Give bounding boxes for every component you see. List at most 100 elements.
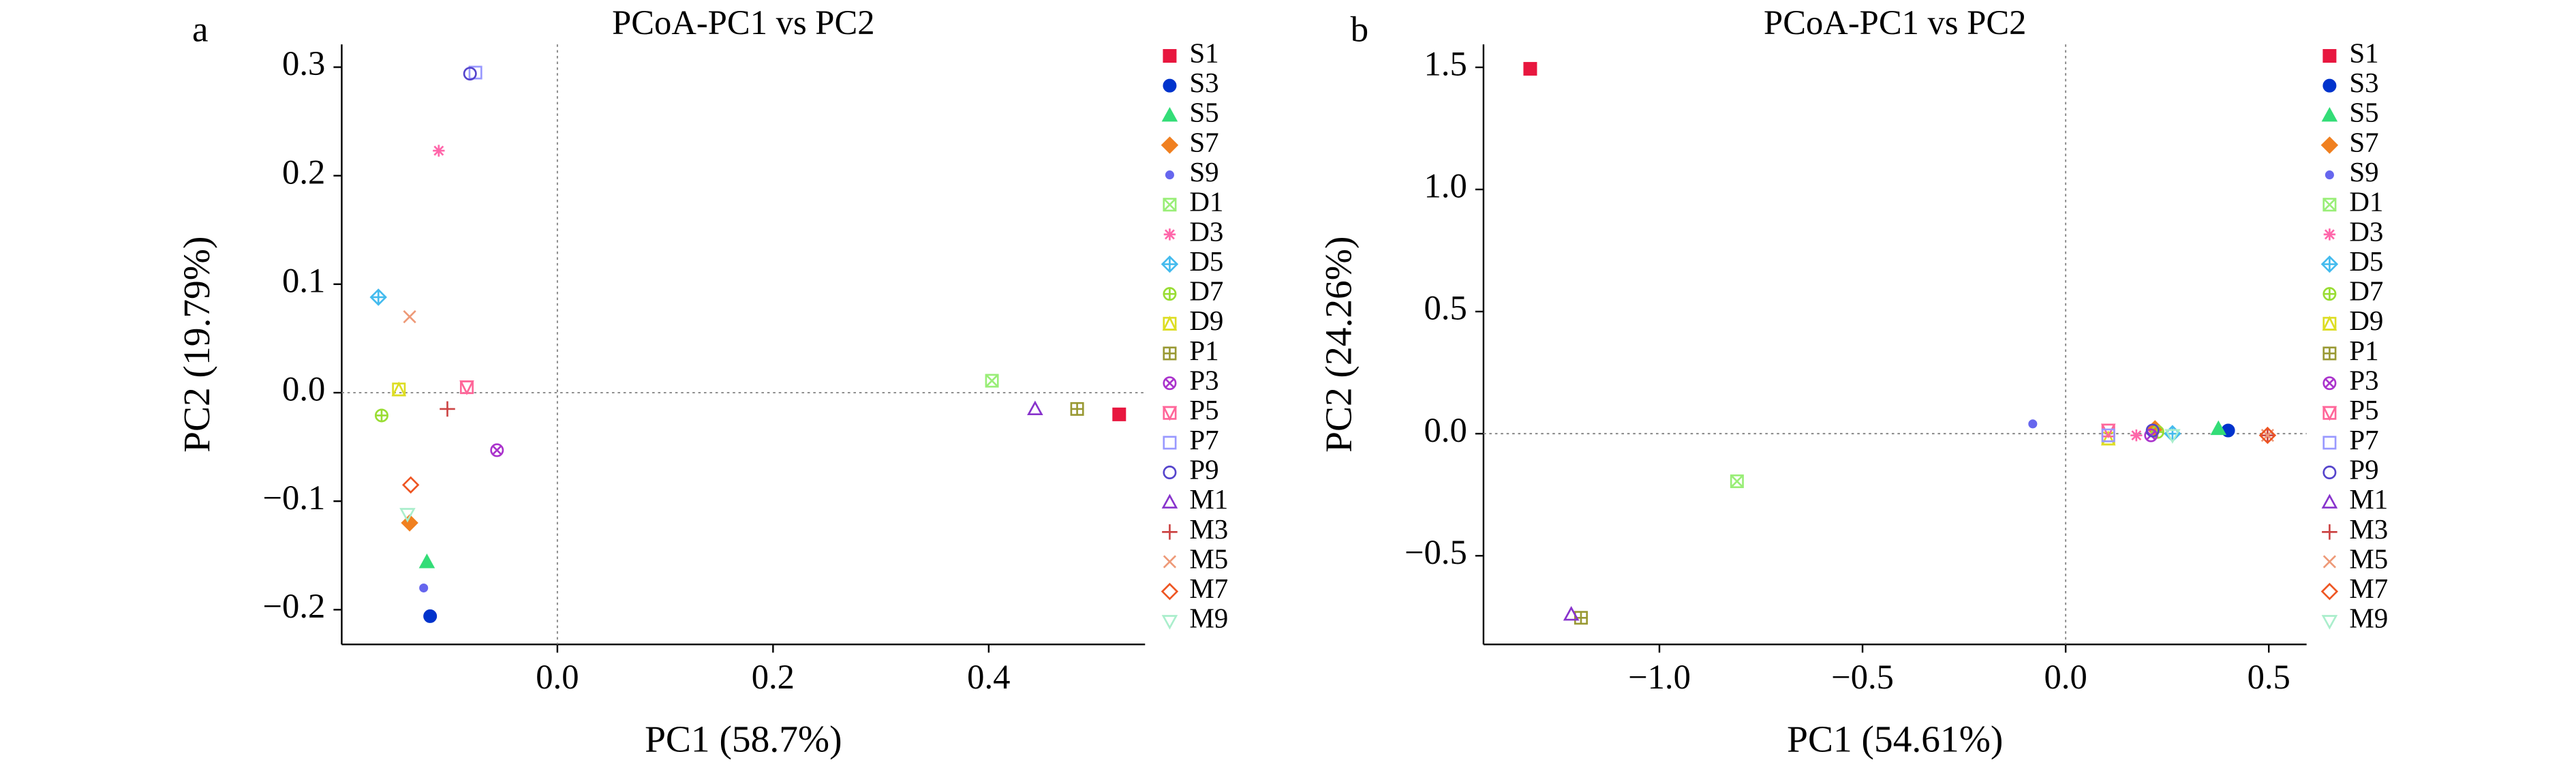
marker-part [459,380,474,395]
legend-marker [1161,615,1178,630]
marker-part [492,445,502,455]
marker-part [419,584,429,593]
point [490,443,504,457]
panel-label: b [1351,10,1369,49]
legend-label: M7 [2349,573,2388,604]
point [433,145,445,157]
legend-marker [2322,466,2337,480]
marker-part [1730,474,1744,489]
legend-marker [2323,228,2336,241]
point [403,310,416,324]
marker-part [391,381,407,397]
y-tick-label: 0.5 [1424,289,1467,327]
y-tick-label: 1.5 [1424,44,1467,82]
x-tick-label: 0.4 [967,658,1010,696]
x-tick-label: 0.2 [752,658,795,696]
legend-marker [1163,346,1177,361]
marker-part [2324,229,2335,240]
marker-part [985,374,999,388]
chart-title: PCoA-PC1 vs PC2 [1764,3,2026,42]
legend-label: M1 [1189,483,1228,515]
point [463,67,477,81]
legend-marker [2321,494,2338,509]
legend-label: S1 [1189,37,1218,68]
legend-marker [2325,170,2334,180]
y-tick-label: −0.1 [262,479,325,517]
marker-part [1163,78,1177,93]
legend-marker [2322,436,2337,450]
legend-marker [1163,198,1177,212]
point [1563,605,1580,621]
legend-label: P9 [2349,453,2378,485]
legend-label: P5 [2349,394,2378,425]
legend-marker [2322,48,2337,63]
subplot: b PCoA-PC1 vs PC2 PC1 (54.61%) PC2 (24.26%)… [1317,3,2388,760]
point [399,508,416,523]
legend-label: M7 [1189,573,1228,604]
legend-marker [1163,376,1177,391]
marker-part [2321,106,2338,122]
x-tick-label: −1.0 [1628,658,1691,696]
legend-label: S3 [2349,67,2378,98]
x-tick-label: 0.5 [2248,658,2290,696]
marker-part [2322,198,2337,211]
marker-part [418,554,435,569]
legend-label: D5 [1189,245,1223,277]
marker-part [2320,136,2339,154]
legend-marker [2321,615,2338,630]
x-axis-label: PC1 (54.61%) [1787,719,2003,760]
legend-label: D3 [1189,215,1223,247]
legend-marker [1161,136,1179,154]
y-tick-label: 0.2 [282,153,325,191]
legend-marker [1161,255,1179,273]
legend-marker [2320,136,2339,154]
legend-marker [1162,406,1178,421]
point [2100,423,2116,439]
point [1730,474,1744,489]
marker-part [1163,376,1177,391]
legend-label: S1 [2349,37,2378,68]
marker-part [1161,494,1178,509]
legend-marker [2321,106,2338,122]
marker-part [2145,423,2160,438]
legend-label: P7 [2349,424,2378,455]
marker-part [1163,466,1177,480]
legend-marker [1163,287,1177,301]
marker-part [423,609,438,623]
legend-label: P3 [2349,365,2378,396]
marker-part [1161,615,1178,630]
point [401,476,420,494]
legend-marker [2320,582,2339,601]
marker-part [401,476,420,494]
marker-part [1163,198,1177,212]
marker-part [403,310,416,324]
marker-part [2322,555,2337,569]
legend-marker [1161,582,1179,601]
legend-marker [1161,494,1178,509]
legend-label: P3 [1189,365,1218,396]
point [2101,428,2115,442]
point [418,554,435,569]
marker-part [1164,229,1175,240]
legend-label: M9 [1189,603,1228,634]
marker-part [1730,474,1744,488]
legend-marker [1163,48,1177,63]
marker-part [1161,136,1179,154]
legend-marker [1163,228,1176,241]
y-tick-label: −0.5 [1405,533,1467,571]
legend-marker [1165,170,1174,180]
marker-part [2131,430,2142,441]
legend-label: M5 [1189,543,1228,574]
marker-part [468,65,482,80]
x-axis-label: PC1 (58.7%) [645,719,842,760]
point [2145,423,2160,438]
point [459,380,474,395]
point [440,401,455,417]
legend-label: S9 [2349,156,2378,187]
point [1523,61,1537,76]
marker-part [1112,407,1126,421]
x-tick-label: 0.0 [536,658,579,696]
legend-label: S5 [1189,97,1218,128]
legend-marker [2322,376,2337,391]
